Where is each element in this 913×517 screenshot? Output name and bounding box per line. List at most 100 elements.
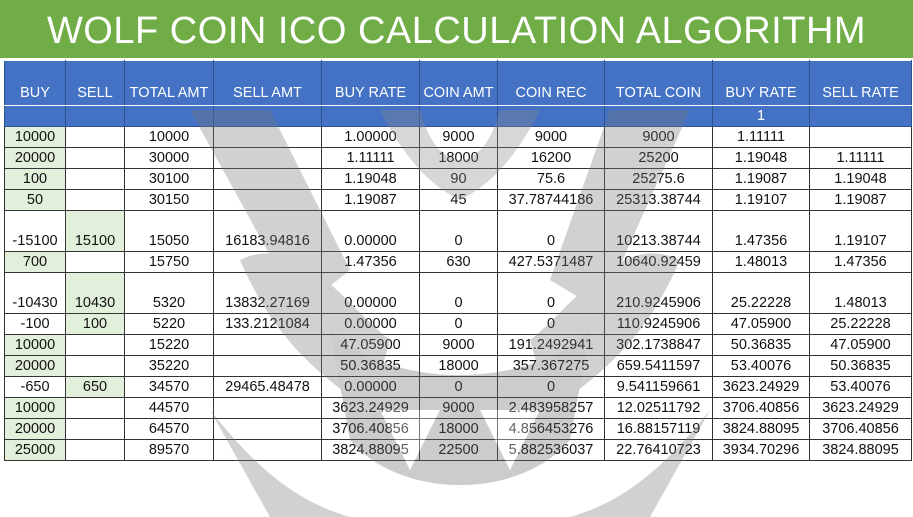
cell-buy[interactable]: -10430 [4,272,66,314]
cell-buy-rate-2[interactable]: 50.36835 [712,334,810,356]
cell-coin-amt[interactable]: 630 [419,251,498,273]
cell-buy-rate-2[interactable]: 1.48013 [712,251,810,273]
cell-buy-rate[interactable]: 3706.40856 [321,418,420,440]
cell-buy-rate-2[interactable]: 25.22228 [712,272,810,314]
cell-buy[interactable]: 10000 [4,397,66,419]
cell-total-coin[interactable]: 25275.6 [604,168,713,190]
cell-sell-rate[interactable]: 1.47356 [809,251,912,273]
cell-coin-rec[interactable]: 0 [497,313,605,335]
cell-sell-rate[interactable]: 53.40076 [809,376,912,398]
cell-sell-amt[interactable] [213,397,322,419]
cell-sell-rate[interactable]: 1.19048 [809,168,912,190]
cell-total-coin[interactable]: 12.02511792 [604,397,713,419]
cell-coin-amt[interactable]: 18000 [419,147,498,169]
cell-sell-amt[interactable] [213,168,322,190]
cell-total-amt[interactable]: 10000 [124,126,214,148]
cell-buy-rate-2[interactable]: 3706.40856 [712,397,810,419]
cell-coin-rec[interactable]: 9000 [497,126,605,148]
cell-sell-rate[interactable]: 47.05900 [809,334,912,356]
cell-total-amt[interactable]: 44570 [124,397,214,419]
cell-buy-rate-2[interactable]: 47.05900 [712,313,810,335]
cell-sell[interactable]: 10430 [65,272,125,314]
cell-buy[interactable]: 100 [4,168,66,190]
cell-sell-rate[interactable]: 3824.88095 [809,439,912,461]
cell-coin-amt[interactable]: 18000 [419,418,498,440]
cell-total-amt[interactable]: 89570 [124,439,214,461]
cell-sell[interactable]: 15100 [65,210,125,252]
cell-buy-rate[interactable]: 1.19048 [321,168,420,190]
cell-buy[interactable]: -650 [4,376,66,398]
cell-buy-rate[interactable]: 3623.24929 [321,397,420,419]
cell-sell-amt[interactable] [213,334,322,356]
cell-total-amt[interactable]: 15050 [124,210,214,252]
cell-buy[interactable]: 700 [4,251,66,273]
cell-buy-rate[interactable]: 0.00000 [321,376,420,398]
cell-buy[interactable]: 20000 [4,418,66,440]
cell-sell[interactable] [65,418,125,440]
cell-coin-amt[interactable]: 0 [419,210,498,252]
cell-buy-rate-2[interactable]: 1.19107 [712,189,810,211]
cell-sell[interactable] [65,334,125,356]
cell-coin-rec[interactable]: 191.2492941 [497,334,605,356]
cell-total-amt[interactable]: 64570 [124,418,214,440]
cell-buy-rate[interactable]: 0.00000 [321,313,420,335]
cell-sell-rate[interactable]: 50.36835 [809,355,912,377]
cell-buy[interactable]: 10000 [4,334,66,356]
cell-buy-rate[interactable]: 1.19087 [321,189,420,211]
cell-coin-rec[interactable]: 4.856453276 [497,418,605,440]
cell-coin-rec[interactable]: 0 [497,376,605,398]
cell-total-amt[interactable]: 30150 [124,189,214,211]
cell-sell-amt[interactable] [213,355,322,377]
cell-sell[interactable] [65,439,125,461]
cell-coin-amt[interactable]: 45 [419,189,498,211]
cell-coin-amt[interactable]: 9000 [419,397,498,419]
cell-buy[interactable]: 10000 [4,126,66,148]
cell-sell-rate[interactable]: 25.22228 [809,313,912,335]
cell-buy[interactable]: -100 [4,313,66,335]
cell-coin-rec[interactable]: 5.882536037 [497,439,605,461]
cell-buy-rate-2[interactable]: 3623.24929 [712,376,810,398]
cell-sell-amt[interactable] [213,126,322,148]
cell-sell-amt[interactable]: 16183.94816 [213,210,322,252]
cell-buy-rate[interactable]: 47.05900 [321,334,420,356]
cell-sell-amt[interactable] [213,189,322,211]
cell-coin-rec[interactable]: 357.367275 [497,355,605,377]
cell-sell-rate[interactable]: 3706.40856 [809,418,912,440]
cell-buy-rate-2[interactable]: 1.19048 [712,147,810,169]
cell-total-amt[interactable]: 15750 [124,251,214,273]
cell-buy-rate-2[interactable]: 1.19087 [712,168,810,190]
cell-buy-rate-2[interactable]: 1.47356 [712,210,810,252]
cell-buy-rate[interactable]: 0.00000 [321,272,420,314]
cell-coin-amt[interactable]: 22500 [419,439,498,461]
cell-total-amt[interactable]: 35220 [124,355,214,377]
cell-total-amt[interactable]: 34570 [124,376,214,398]
cell-total-coin[interactable]: 9000 [604,126,713,148]
cell-total-amt[interactable]: 5320 [124,272,214,314]
cell-total-coin[interactable]: 22.76410723 [604,439,713,461]
cell-total-coin[interactable]: 9.541159661 [604,376,713,398]
cell-buy[interactable]: 20000 [4,355,66,377]
cell-total-amt[interactable]: 30000 [124,147,214,169]
cell-sell-rate[interactable] [809,126,912,148]
cell-coin-amt[interactable]: 0 [419,313,498,335]
cell-sell-amt[interactable]: 133.2121084 [213,313,322,335]
cell-coin-amt[interactable]: 0 [419,376,498,398]
cell-sell-rate[interactable]: 3623.24929 [809,397,912,419]
cell-sell[interactable] [65,168,125,190]
cell-sell[interactable] [65,147,125,169]
cell-sell-rate[interactable]: 1.19107 [809,210,912,252]
cell-buy-rate[interactable]: 0.00000 [321,210,420,252]
cell-buy-rate[interactable]: 1.47356 [321,251,420,273]
cell-total-coin[interactable]: 10213.38744 [604,210,713,252]
cell-sell[interactable]: 650 [65,376,125,398]
cell-coin-rec[interactable]: 0 [497,210,605,252]
cell-coin-amt[interactable]: 9000 [419,126,498,148]
cell-coin-rec[interactable]: 2.483958257 [497,397,605,419]
cell-total-coin[interactable]: 10640.92459 [604,251,713,273]
cell-buy-rate-2[interactable]: 3934.70296 [712,439,810,461]
cell-sell[interactable] [65,355,125,377]
cell-buy-rate[interactable]: 1.11111 [321,147,420,169]
cell-sell-amt[interactable] [213,147,322,169]
cell-total-coin[interactable]: 110.9245906 [604,313,713,335]
cell-sell-rate[interactable]: 1.19087 [809,189,912,211]
